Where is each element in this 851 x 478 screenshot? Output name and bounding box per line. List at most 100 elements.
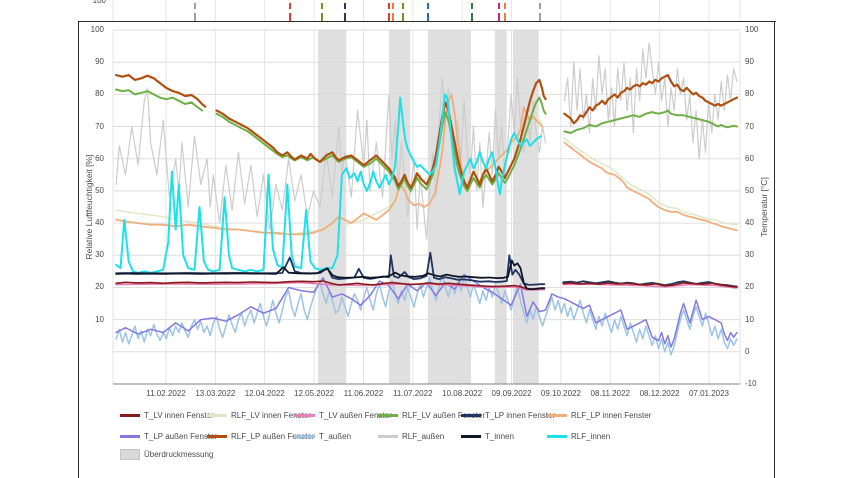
upper-chart-dashed-marker [289,3,291,21]
legend-item-T_LV-innen-Fenster: T_LV innen Fenster [120,410,214,421]
legend-line-swatch [461,435,481,438]
y-axis-left-tick-label: 60 [95,153,104,163]
legend-label: RLF_LV innen Fenster [231,411,311,420]
upper-chart-dashed-marker [539,3,541,21]
legend-item-RLF_LV-außen-Fenster: RLF_LV außen Fenster [378,410,485,421]
legend-item-T_LP-außen-Fenster: T_LP außen Fenster [120,431,217,442]
legend-band-swatch [120,449,140,460]
y-axis-right-tick-label: 70 [745,121,754,131]
legend-item-T_LV-außen-Fenster: T_LV außen Fenster [295,410,392,421]
y-axis-left-tick-label: 70 [95,121,104,131]
series-RLF_innen [115,93,542,274]
series-T_LV innen Fenster [115,280,738,291]
legend-line-swatch [295,435,315,438]
legend-line-swatch [461,414,481,417]
legend-label: RLF_LV außen Fenster [402,411,486,420]
legend-label: T_LV außen Fenster [319,411,392,420]
y-axis-left-tick-label: 100 [90,25,104,34]
overpressure-band [388,30,411,384]
legend-item-T_innen: T_innen [461,431,514,442]
legend-line-swatch [547,414,567,417]
series-T_innen [115,259,546,290]
right-axis-title: Temperatur [°C] [759,177,769,237]
legend-label: RLF_LP außen Fenster [231,432,315,441]
upper-chart-dashed-marker [392,3,394,21]
y-axis-right-tick-label: 10 [745,314,754,324]
y-axis-right-tick-label: 80 [745,89,754,99]
x-axis-tick-label: 09.10.2022 [540,389,581,398]
legend-item-T_LP-innen-Fenster: T_LP innen Fenster [461,410,555,421]
upper-chart-dashed-marker [194,3,196,21]
x-axis-tick-label: 08.11.2022 [590,389,630,398]
y-axis-left-tick-label: 90 [95,57,104,67]
y-axis-right-tick-label: 0 [745,346,750,356]
upper-chart-dashed-marker [427,3,429,21]
upper-chart-dashed-marker [388,3,390,21]
series-RLF_LV außen Fenster [115,88,738,192]
x-axis-tick-label: 08.12.2022 [639,389,680,398]
y-axis-right-tick-label: -10 [745,379,757,388]
y-axis-left-tick-label: 50 [95,185,104,195]
y-axis-right-tick-label: 20 [745,282,754,292]
y-axis-right-tick-label: 40 [745,218,754,228]
legend-label: T_innen [485,432,514,441]
legend-label: RLF_innen [571,432,611,441]
y-axis-right-tick-label: 60 [745,153,754,163]
x-axis-tick-label: 13.03.2022 [195,389,236,398]
upper-chart-dashed-marker [498,3,500,21]
legend-line-swatch [207,414,227,417]
y-axis-right-tick-label: 100 [745,25,759,34]
upper-chart-dashed-marker [471,3,473,21]
legend-item-RLF_LP-innen-Fenster: RLF_LP innen Fenster [547,410,651,421]
legend-label: T_LP innen Fenster [485,411,556,420]
legend-item-T_außen: T_außen [295,431,351,442]
legend-line-swatch [378,435,398,438]
y-axis-left-tick-label: 40 [95,218,104,228]
legend-label: T_LP außen Fenster [144,432,218,441]
series-T_außen [115,273,738,356]
legend-line-swatch [547,435,567,438]
y-axis-left-tick-label: 20 [95,282,104,292]
legend-label: T_LV innen Fenster [144,411,214,420]
series-T_LP außen Fenster [115,273,738,348]
x-axis-tick-label: 11.07.2022 [393,389,433,398]
legend-item-RLF_außen: RLF_außen [378,431,444,442]
y-axis-right-tick-label: 90 [745,57,754,67]
legend-label: RLF_LP innen Fenster [571,411,652,420]
x-axis-tick-label: 09.09.2022 [491,389,532,398]
legend-label: Überdruckmessung [144,450,214,459]
upper-chart-markers-svg [112,0,741,21]
x-axis-tick-label: 10.08.2022 [442,389,483,398]
legend-line-swatch [120,414,140,417]
upper-chart-dashed-marker [344,3,346,21]
upper-chart-cropped-strip: 100 [78,0,776,22]
y-axis-right-tick-label: 50 [745,185,754,195]
legend-line-swatch [295,414,315,417]
legend-label: RLF_außen [402,432,445,441]
legend-line-swatch [378,414,398,417]
y-axis-right-tick-label: 30 [745,250,754,260]
x-axis-tick-label: 11.06.2022 [343,389,384,398]
y-axis-left-tick-label: 80 [95,89,104,99]
overpressure-band [494,30,507,384]
x-axis-tick-label: 12.05.2022 [294,389,335,398]
x-axis-tick-label: 07.01.2023 [688,389,730,398]
upper-chart-axis-label-cut: 100 [92,0,106,5]
upper-chart-dashed-marker [321,3,323,21]
left-axis-title: Relative Luftfeuchtigkeit [%] [84,154,94,260]
series-RLF_außen [115,42,738,240]
legend-item-RLF_innen: RLF_innen [547,431,610,442]
series-RLF_LP außen Fenster [115,74,738,189]
y-axis-left-tick-label: 30 [95,250,104,260]
legend-item-RLF_LP-außen-Fenster: RLF_LP außen Fenster [207,431,314,442]
legend-item-ueberdruckmessung: Überdruckmessung [120,449,213,460]
x-axis-tick-label: 12.04.2022 [244,389,285,398]
y-axis-left-tick-label: 10 [95,314,104,324]
upper-chart-dashed-marker [402,3,404,21]
x-axis-tick-label: 11.02.2022 [146,389,186,398]
legend-line-swatch [207,435,227,438]
legend-label: T_außen [319,432,352,441]
overpressure-band [318,30,347,384]
